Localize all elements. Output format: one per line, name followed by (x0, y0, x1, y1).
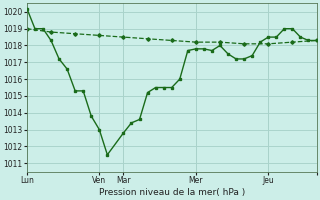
X-axis label: Pression niveau de la mer( hPa ): Pression niveau de la mer( hPa ) (99, 188, 245, 197)
